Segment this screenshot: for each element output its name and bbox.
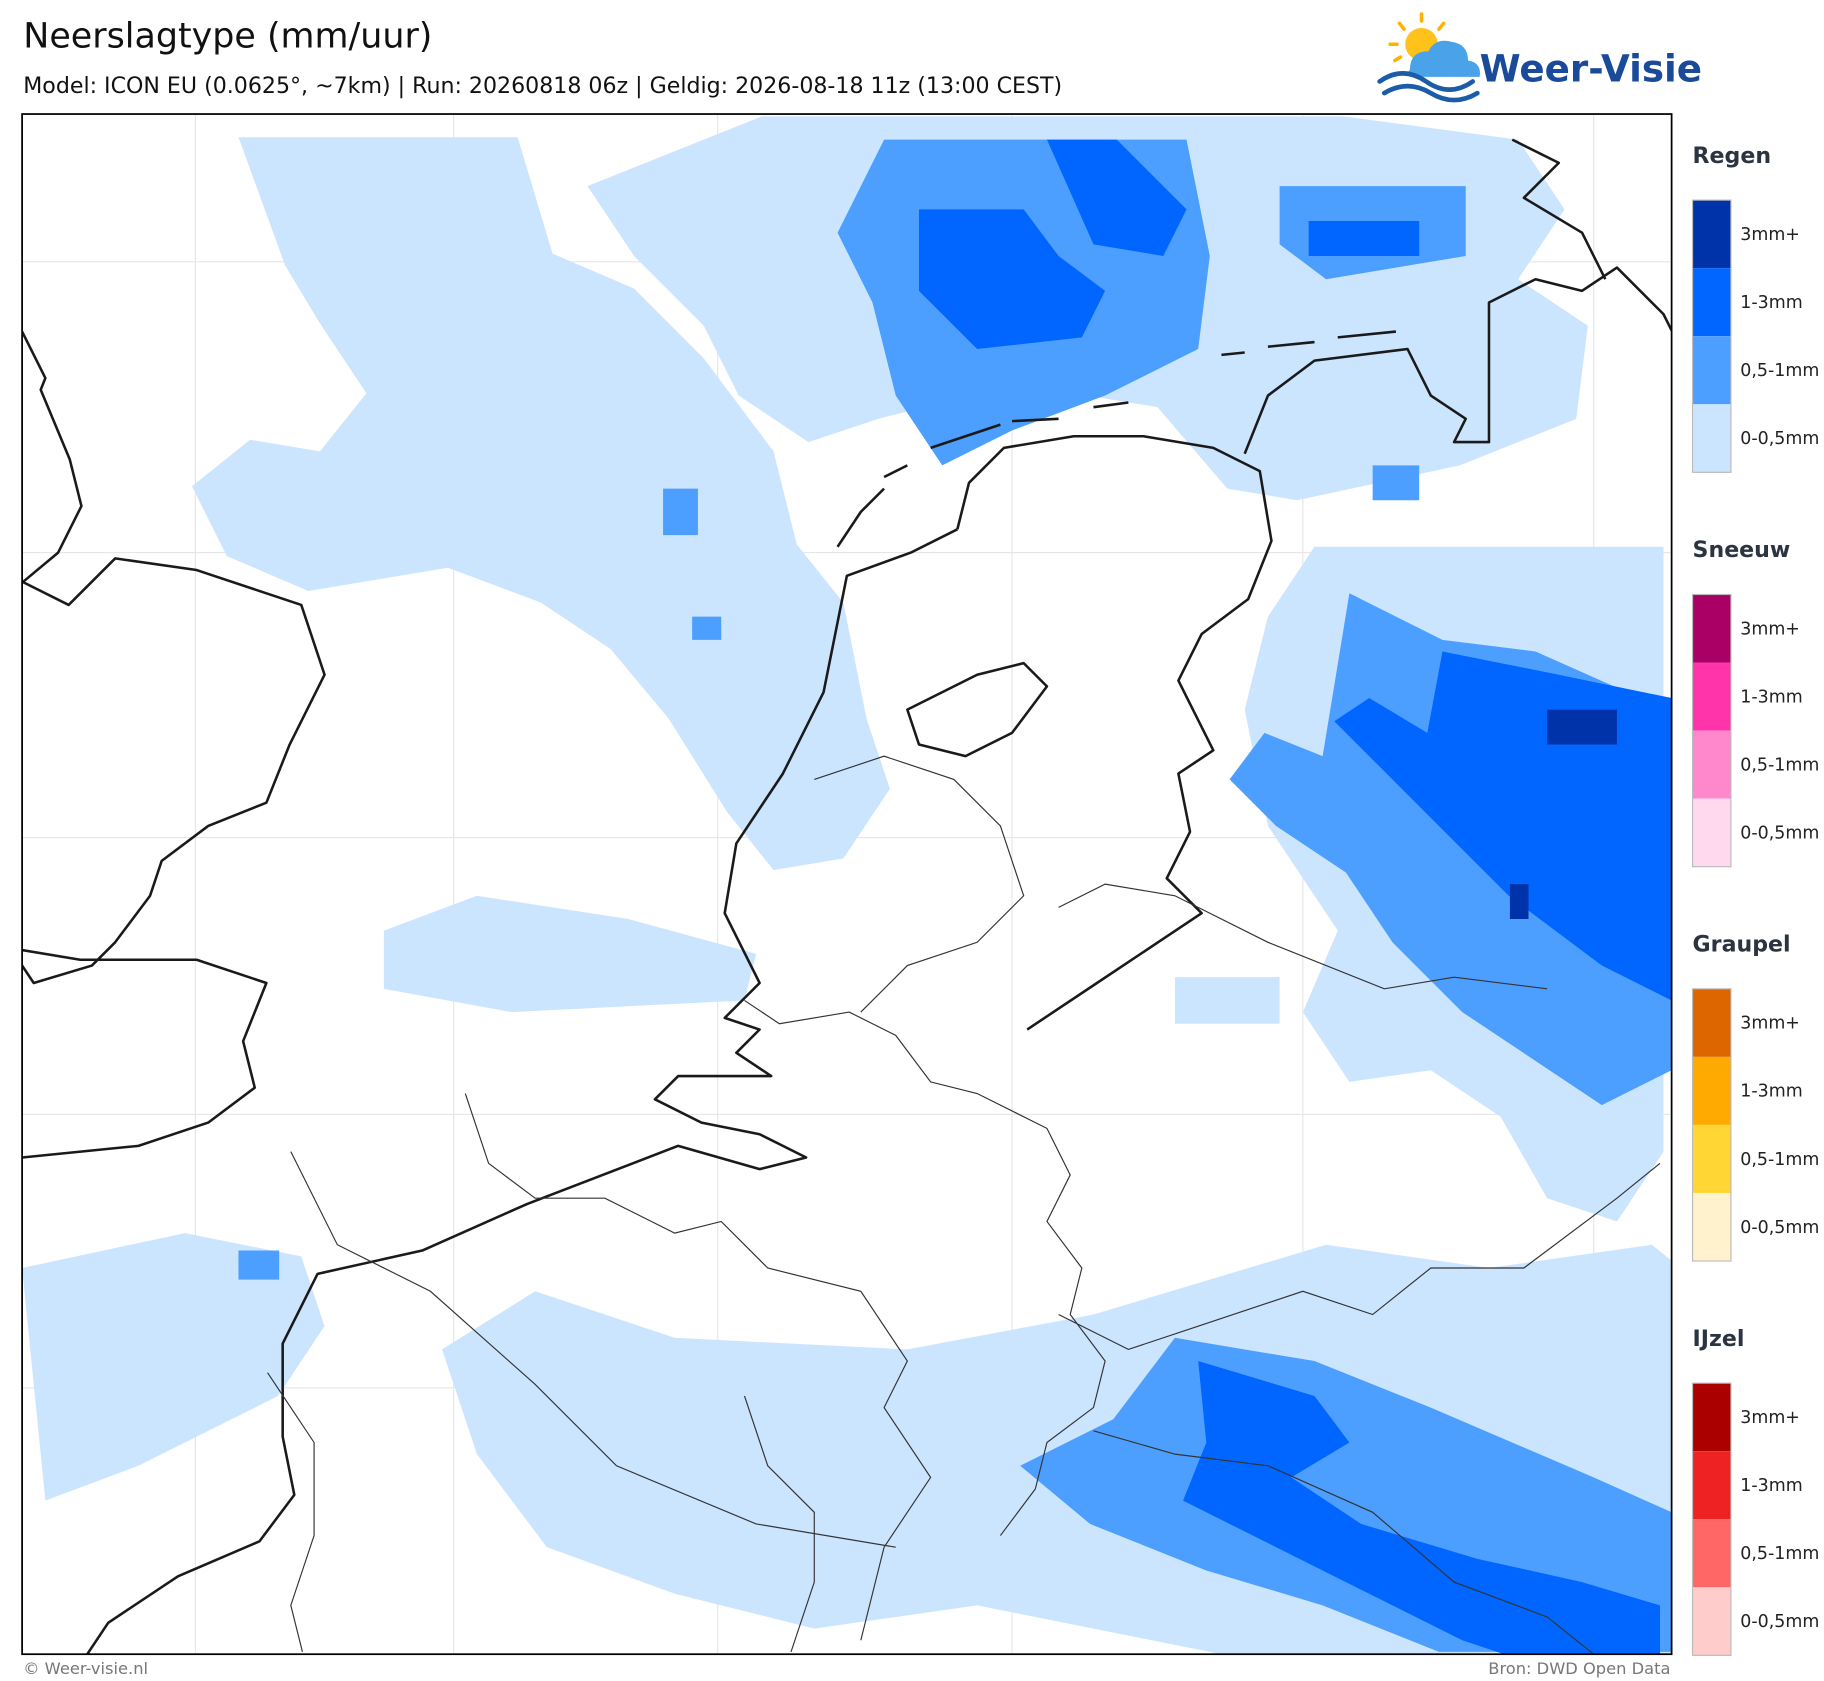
legend-swatch <box>1692 594 1731 663</box>
legend-swatch <box>1692 336 1731 405</box>
legend-swatch <box>1692 404 1731 473</box>
legend-swatch <box>1692 1587 1731 1656</box>
legend-frame <box>1691 199 1732 473</box>
copyright: © Weer-visie.nl <box>23 1659 148 1678</box>
legend-label: 0,5-1mm <box>1740 361 1819 381</box>
legend-label: 0-0,5mm <box>1740 823 1819 843</box>
legend-swatch <box>1692 1383 1731 1452</box>
legend-swatch <box>1692 798 1731 867</box>
legend-label: 0,5-1mm <box>1740 755 1819 775</box>
legend-title: IJzel <box>1693 1326 1745 1352</box>
source: Bron: DWD Open Data <box>1488 1659 1670 1678</box>
subtitle: Model: ICON EU (0.0625°, ~7km) | Run: 20… <box>23 73 1062 99</box>
legend-swatch <box>1692 730 1731 799</box>
legend-label: 3mm+ <box>1740 1408 1800 1428</box>
legend-frame <box>1691 1382 1732 1656</box>
map <box>21 113 1673 1656</box>
legend-label: 1-3mm <box>1740 687 1802 707</box>
title: Neerslagtype (mm/uur) <box>23 17 432 57</box>
legend-label: 0,5-1mm <box>1740 1150 1819 1170</box>
legend-frame <box>1691 988 1732 1262</box>
legend-swatch <box>1692 1056 1731 1125</box>
logo-text: Weer-Visie <box>1480 46 1702 90</box>
legend-swatch <box>1692 662 1731 731</box>
legend-swatch <box>1692 1124 1731 1193</box>
legend-label: 0-0,5mm <box>1740 429 1819 449</box>
legend-label: 1-3mm <box>1740 1082 1802 1102</box>
legend-swatch <box>1692 268 1731 337</box>
legend-label: 0-0,5mm <box>1740 1218 1819 1238</box>
legend-swatch <box>1692 1519 1731 1588</box>
legend-label: 1-3mm <box>1740 1476 1802 1496</box>
legend-swatch <box>1692 988 1731 1057</box>
legend-swatch <box>1692 1451 1731 1520</box>
legend-label: 0,5-1mm <box>1740 1544 1819 1564</box>
legend-title: Regen <box>1693 143 1772 169</box>
legend-title: Sneeuw <box>1693 537 1791 563</box>
legend-label: 1-3mm <box>1740 293 1802 313</box>
legend-label: 3mm+ <box>1740 225 1800 245</box>
legend-label: 3mm+ <box>1740 1014 1800 1034</box>
legend-frame <box>1691 593 1732 868</box>
legend-label: 0-0,5mm <box>1740 1612 1819 1632</box>
legend-swatch <box>1692 1192 1731 1262</box>
legend: Regen 3mm+ 1-3mm 0,5-1mm 0-0,5mm Sneeuw 3mm+ 1-… <box>1691 143 1819 1656</box>
legend-swatch <box>1692 200 1731 269</box>
legend-label: 3mm+ <box>1740 619 1800 639</box>
logo: Weer-Visie <box>1377 12 1702 103</box>
legend-title: Graupel <box>1693 932 1791 958</box>
